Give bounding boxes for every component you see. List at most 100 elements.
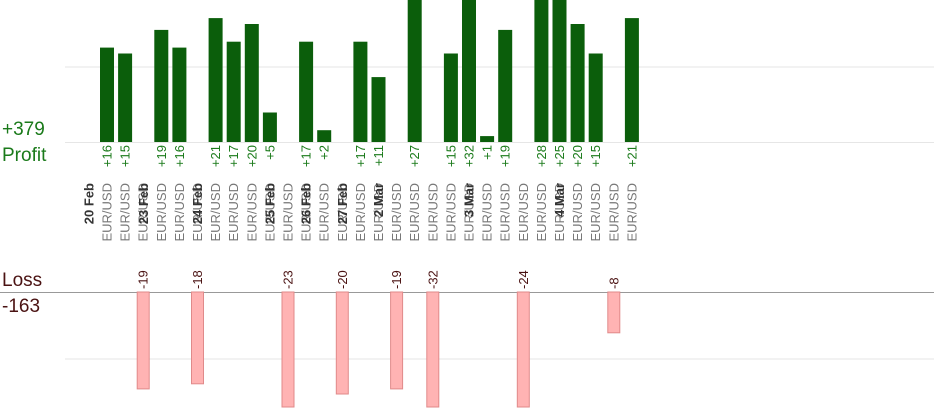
pair-tick-label: EUR/USD	[100, 183, 115, 242]
profit-bar	[262, 112, 277, 142]
profit-value-label: +16	[100, 145, 115, 167]
profit-value-label: +21	[208, 145, 223, 167]
profit-value-label: +20	[570, 145, 585, 167]
pair-tick-label: EUR/USD	[208, 183, 223, 242]
loss-bar	[136, 291, 150, 390]
loss-bar	[281, 291, 295, 408]
loss-label: Loss	[2, 270, 43, 291]
loss-bar	[426, 291, 440, 408]
profit-bar	[100, 47, 114, 142]
profit-bar	[570, 24, 585, 142]
profit-value-label: +28	[534, 145, 549, 167]
pair-tick-label: EUR/USD	[389, 183, 404, 242]
date-tick-label: 3 Mar	[462, 183, 477, 217]
profit-bar	[118, 53, 133, 142]
pair-tick-label: EUR/USD	[335, 183, 350, 242]
profit-label: Profit	[2, 145, 47, 166]
profit-value-label: +1	[480, 145, 495, 160]
profit-value-label: +20	[244, 145, 259, 167]
date-tick-label: 20 Feb	[82, 183, 97, 224]
loss-value-label: -18	[190, 270, 205, 289]
pair-tick-label: EUR/USD	[154, 183, 169, 242]
profit-bar	[552, 0, 567, 142]
pair-tick-label: EUR/USD	[262, 183, 277, 242]
pair-tick-label: EUR/USD	[353, 183, 368, 242]
loss-bar	[191, 291, 204, 385]
profit-value-label: +15	[443, 145, 458, 167]
profit-bar	[244, 24, 259, 142]
pair-tick-label: EUR/USD	[299, 183, 314, 242]
profit-bar	[299, 41, 314, 143]
date-tick-label: 4 Mar	[552, 183, 567, 217]
profit-bar	[462, 0, 476, 142]
pair-tick-label: EUR/USD	[480, 183, 495, 242]
profit-value-label: +17	[353, 145, 368, 167]
profit-value-label: +16	[172, 145, 187, 167]
pair-tick-label: EUR/USD	[244, 183, 259, 242]
loss-bar	[607, 291, 621, 334]
loss-value-label: -23	[281, 270, 296, 289]
profit-bar	[172, 47, 187, 142]
pair-tick-label: EUR/USD	[570, 183, 585, 242]
loss-bar	[335, 291, 349, 395]
pair-tick-label: EUR/USD	[407, 183, 422, 242]
pair-tick-label: EUR/USD	[588, 183, 603, 242]
profit-bar	[317, 130, 332, 142]
loss-value-label: -32	[425, 270, 440, 289]
date-tick-label: 24 Feb	[190, 183, 205, 224]
date-tick-label: 2 Mar	[371, 183, 386, 217]
profit-bar	[407, 0, 422, 142]
date-tick-label: 25 Feb	[263, 183, 278, 224]
profit-value-label: +21	[624, 145, 639, 167]
pair-tick-label: EUR/USD	[462, 183, 477, 242]
loss-value-label: -19	[389, 270, 404, 289]
profit-value-label: +15	[118, 145, 133, 167]
loss-total: -163	[2, 296, 41, 317]
profit-value-label: +19	[498, 145, 513, 167]
pair-tick-label: EUR/USD	[136, 183, 151, 242]
profit-value-label: +5	[262, 145, 277, 160]
profit-bar	[226, 41, 241, 143]
loss-value-label: -24	[516, 270, 531, 289]
profit-value-label: +25	[552, 145, 567, 167]
pair-tick-label: EUR/USD	[606, 183, 621, 242]
pair-tick-label: EUR/USD	[552, 183, 567, 242]
profit-bar	[588, 53, 603, 142]
pair-tick-label: EUR/USD	[317, 183, 332, 242]
profit-bar	[624, 18, 639, 143]
profit-bar	[154, 29, 169, 142]
profit-bar	[534, 0, 549, 142]
date-tick-label: 26 Feb	[299, 183, 314, 224]
pair-tick-label: EUR/USD	[425, 183, 440, 242]
profit-value-label: +27	[407, 145, 422, 167]
profit-value-label: +2	[317, 145, 332, 160]
pair-tick-label: EUR/USD	[624, 183, 639, 242]
loss-value-label: -8	[606, 277, 621, 289]
profit-value-label: +19	[154, 145, 169, 167]
pair-tick-label: EUR/USD	[172, 183, 187, 242]
loss-value-label: -20	[335, 270, 350, 289]
loss-bar	[390, 291, 404, 390]
profit-value-label: +15	[588, 145, 603, 167]
pair-tick-label: EUR/USD	[190, 183, 205, 242]
pair-tick-label: EUR/USD	[498, 183, 513, 242]
pair-tick-label: EUR/USD	[534, 183, 549, 242]
profit-bar	[208, 18, 223, 143]
profit-bar	[443, 53, 458, 142]
loss-value-label: -19	[136, 270, 151, 289]
pair-tick-label: EUR/USD	[281, 183, 296, 242]
date-tick-label: 23 Feb	[136, 183, 151, 224]
profit-bar	[353, 41, 368, 143]
profit-value-label: +17	[299, 145, 314, 167]
pair-tick-label: EUR/USD	[516, 183, 531, 242]
profit-value-label: +32	[462, 145, 477, 167]
profit-total: +379	[2, 119, 45, 140]
pair-tick-label: EUR/USD	[371, 183, 386, 242]
profit-value-label: +17	[226, 145, 241, 167]
pair-tick-label: EUR/USD	[443, 183, 458, 242]
pair-tick-label: EUR/USD	[226, 183, 241, 242]
date-tick-label: 27 Feb	[335, 183, 350, 224]
profit-bar	[480, 136, 495, 142]
pair-tick-label: EUR/USD	[118, 183, 133, 242]
